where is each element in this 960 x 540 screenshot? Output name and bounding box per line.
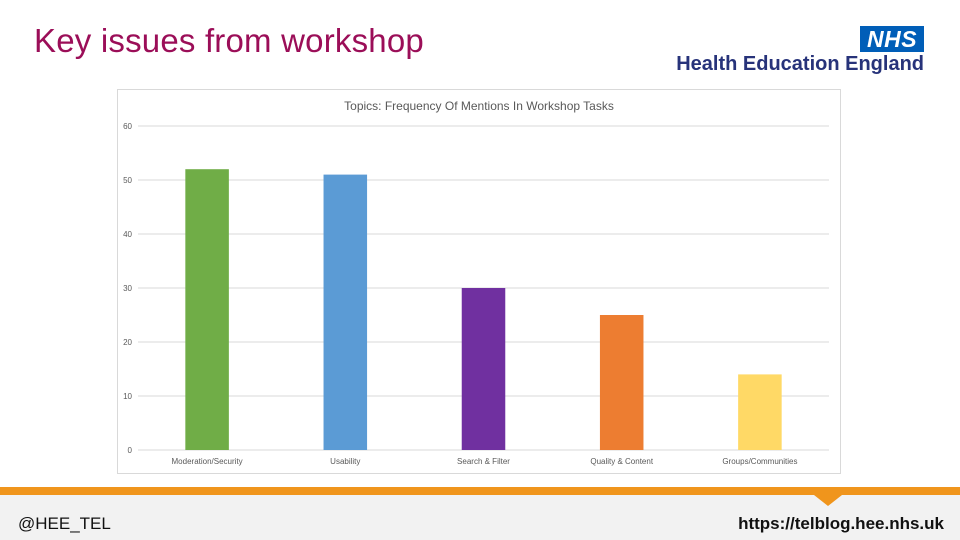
organisation-name: Health Education England [676, 53, 924, 75]
bar-search-filter [461, 288, 506, 450]
bar-chart: Topics: Frequency Of Mentions In Worksho… [123, 99, 829, 466]
x-axis-labels: Moderation/Security Usability Search & Fil… [172, 457, 798, 466]
x-category-label: Moderation/Security [172, 457, 243, 466]
bar-moderation-security [185, 169, 229, 450]
x-category-label: Groups/Communities [722, 457, 797, 466]
nhs-logo-mark: NHS [860, 26, 924, 52]
chart-panel: Topics: Frequency Of Mentions In Worksho… [117, 89, 841, 474]
y-tick-label: 20 [123, 338, 132, 347]
y-tick-label: 40 [123, 230, 132, 239]
bars [185, 169, 782, 450]
nhs-hee-logo: NHS Health Education England [655, 26, 930, 76]
y-tick-label: 10 [123, 392, 132, 401]
slide-title: Key issues from workshop [34, 22, 424, 59]
y-tick-label: 60 [123, 122, 132, 131]
twitter-handle[interactable]: @HEE_TEL [18, 514, 111, 533]
bar-usability [323, 174, 368, 450]
y-tick-label: 30 [123, 284, 132, 293]
x-category-label: Search & Filter [457, 457, 510, 466]
footer-accent-stripe [0, 487, 960, 506]
footer-band [0, 487, 960, 540]
chart-title: Topics: Frequency Of Mentions In Worksho… [344, 99, 614, 113]
y-tick-label: 0 [128, 446, 133, 455]
y-axis-ticks: 0 10 20 30 40 50 60 [123, 122, 132, 455]
bar-quality-content [599, 315, 644, 450]
blog-url-link[interactable]: https://telblog.hee.nhs.uk [738, 514, 944, 533]
bar-groups-communities [738, 374, 782, 450]
x-category-label: Usability [330, 457, 360, 466]
y-tick-label: 50 [123, 176, 132, 185]
x-category-label: Quality & Content [590, 457, 653, 466]
